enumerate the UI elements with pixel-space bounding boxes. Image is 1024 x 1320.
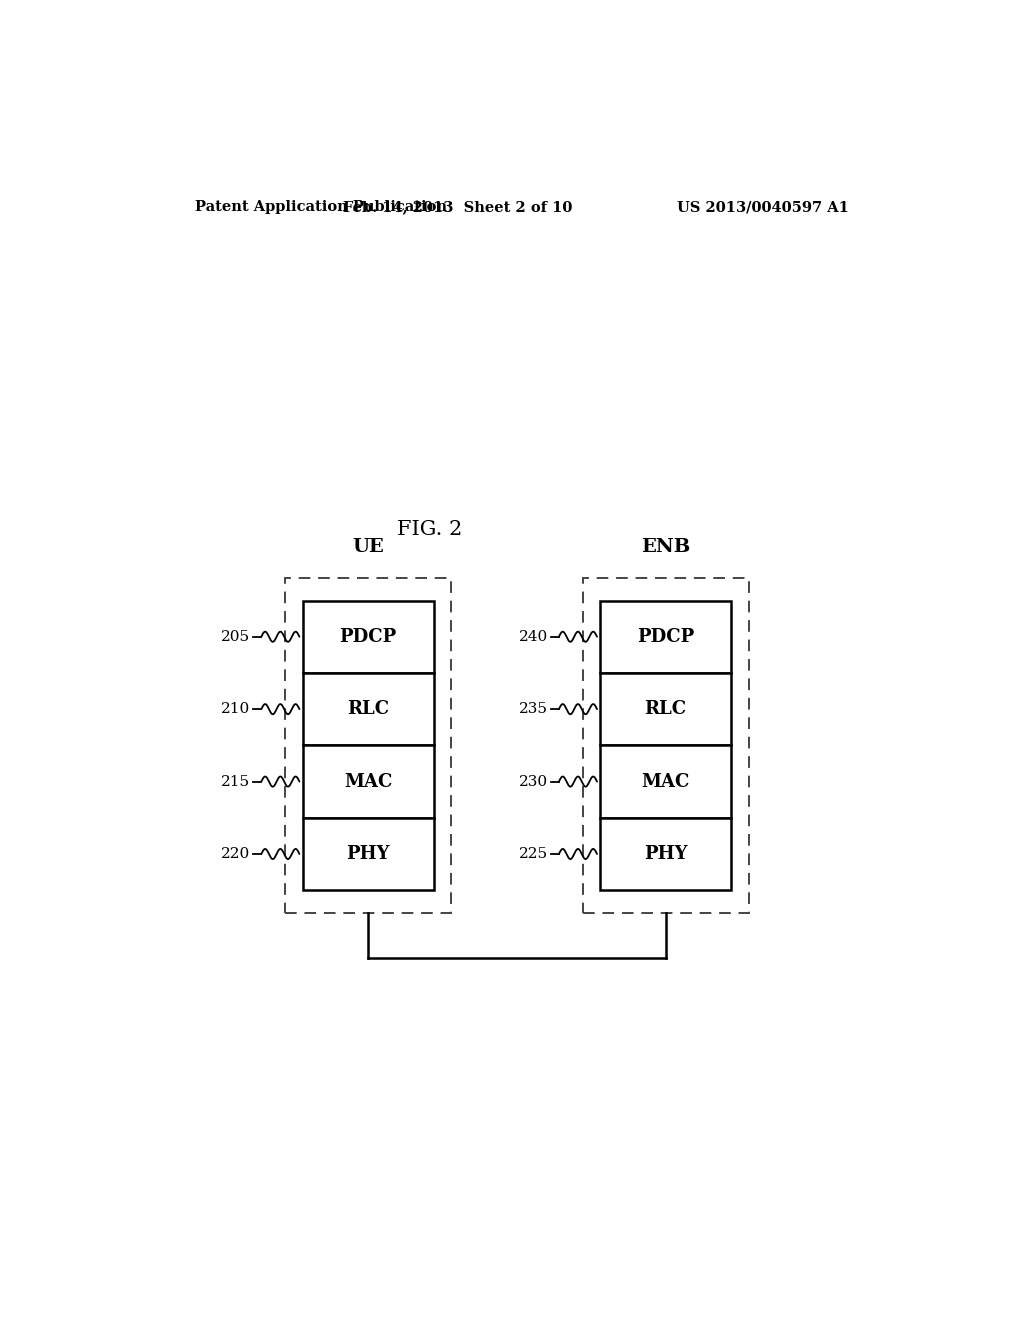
Text: RLC: RLC bbox=[644, 700, 687, 718]
Bar bbox=[600, 673, 731, 746]
Text: 235: 235 bbox=[519, 702, 548, 717]
Bar bbox=[303, 746, 433, 818]
Text: US 2013/0040597 A1: US 2013/0040597 A1 bbox=[677, 201, 849, 214]
Text: 215: 215 bbox=[221, 775, 250, 788]
Text: PHY: PHY bbox=[346, 845, 390, 863]
Bar bbox=[600, 746, 731, 818]
Text: PHY: PHY bbox=[644, 845, 687, 863]
Bar bbox=[600, 818, 731, 890]
Bar bbox=[303, 673, 433, 746]
Text: RLC: RLC bbox=[347, 700, 389, 718]
Bar bbox=[285, 578, 451, 912]
Text: UE: UE bbox=[352, 537, 384, 556]
Text: 240: 240 bbox=[518, 630, 548, 644]
Bar bbox=[303, 818, 433, 890]
Text: FIG. 2: FIG. 2 bbox=[397, 520, 462, 539]
Text: 230: 230 bbox=[519, 775, 548, 788]
Text: PDCP: PDCP bbox=[339, 628, 396, 645]
Text: 225: 225 bbox=[519, 847, 548, 861]
Bar bbox=[583, 578, 749, 912]
Bar bbox=[303, 601, 433, 673]
Text: ENB: ENB bbox=[641, 537, 690, 556]
Text: MAC: MAC bbox=[344, 772, 392, 791]
Text: PDCP: PDCP bbox=[637, 628, 694, 645]
Text: Patent Application Publication: Patent Application Publication bbox=[196, 201, 447, 214]
Text: 205: 205 bbox=[221, 630, 250, 644]
Text: 210: 210 bbox=[221, 702, 250, 717]
Text: Feb. 14, 2013  Sheet 2 of 10: Feb. 14, 2013 Sheet 2 of 10 bbox=[343, 201, 572, 214]
Text: MAC: MAC bbox=[641, 772, 690, 791]
Text: 220: 220 bbox=[221, 847, 250, 861]
Bar bbox=[600, 601, 731, 673]
